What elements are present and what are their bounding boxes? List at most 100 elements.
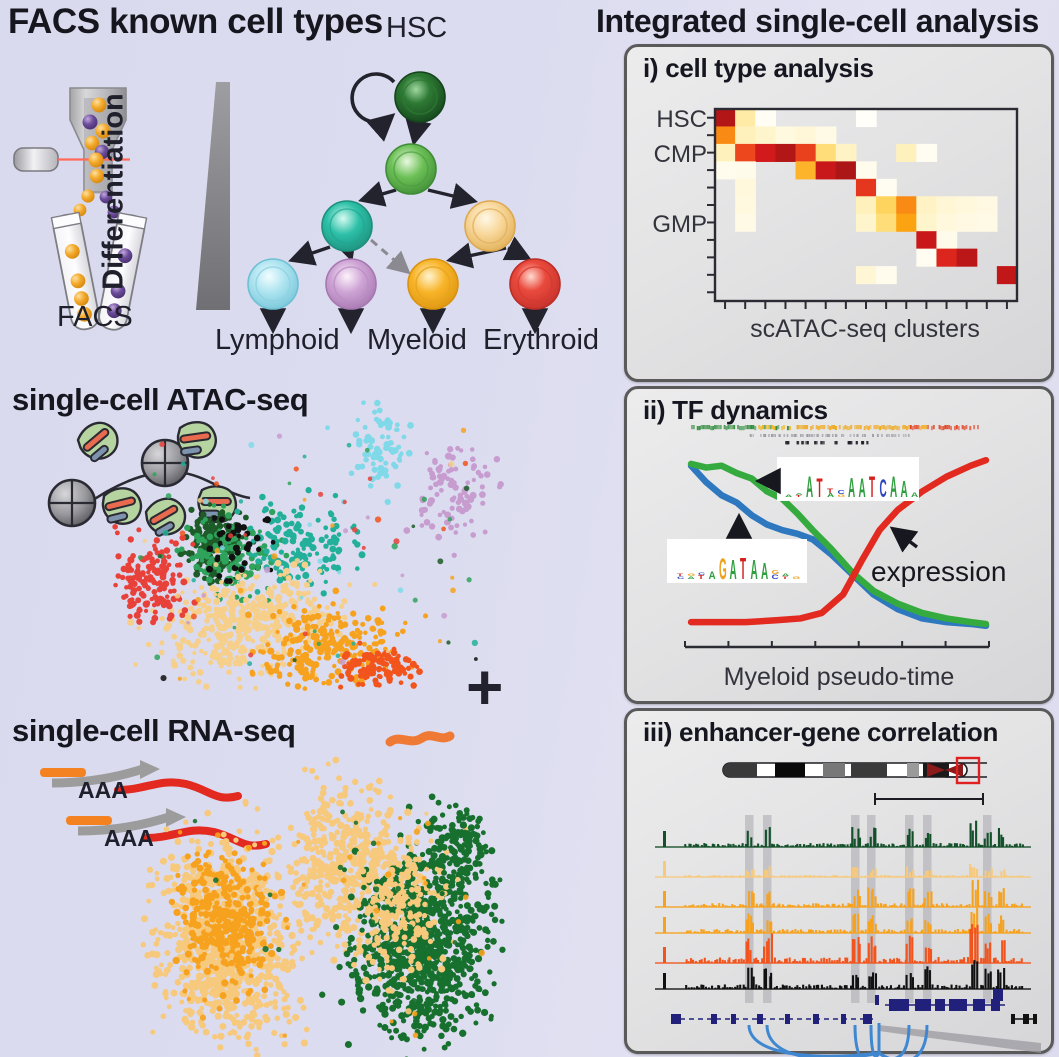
scatter-point [284,992,290,999]
scatter-point [248,1023,255,1030]
scatter-point [233,997,240,1004]
scatter-point [439,1016,447,1024]
scatter-point [448,884,453,889]
scatter-point [332,492,339,499]
pseudotime-cell-tick [781,426,784,431]
scatter-point [383,460,389,466]
scatter-point [397,838,404,845]
scatter-point [388,849,395,857]
scatter-point [499,918,505,924]
scatter-point [466,815,474,823]
scatter-point [222,1000,230,1008]
scatter-point [255,558,262,565]
scatter-point [199,1005,205,1011]
scatter-point [167,962,174,969]
scatter-point [190,942,197,949]
scatter-point [198,939,204,946]
scatter-point [453,466,459,472]
pseudotime-cell-tick [760,426,763,431]
scatter-point [459,880,465,886]
scatter-point [377,456,384,463]
scatter-point [332,913,338,919]
scatter-point [222,845,230,852]
heatmap-cell [855,109,877,128]
scatter-point [449,878,456,885]
scatter-point [350,924,358,932]
scatter-point [454,989,462,996]
scatter-point [407,912,414,920]
scatter-point [471,912,479,920]
scatter-point [205,529,211,534]
scatter-point [404,856,412,864]
pseudotime-cell-tick [886,425,889,430]
pseudotime-cell-tick [783,434,786,437]
scatter-point [375,777,383,785]
scatter-point [475,818,482,825]
motif-letter: A [859,474,866,503]
scatter-point [216,1005,223,1012]
scatter-point [365,784,373,792]
scatter-point [413,971,420,978]
pseudotime-cell-tick [861,434,864,437]
pseudotime-cell-tick [892,434,895,437]
scatter-point [181,913,188,920]
scatter-point [209,1007,216,1014]
scatter-point [162,931,170,939]
scatter-point [256,886,263,893]
scatter-point [266,930,273,937]
heatmap-cell [956,196,978,215]
scatter-point [261,875,268,882]
heatmap-cell [775,126,797,145]
scatter-point [303,556,309,562]
scatter-point [407,946,415,953]
scatter-point [499,946,506,953]
scatter-point [393,845,399,852]
pseudotime-cell-tick [725,426,728,431]
scatter-point [152,970,160,979]
scatter-point [411,1010,418,1017]
scatter-point [408,845,414,850]
scatter-point [216,568,222,574]
scatter-point [445,476,451,482]
scatter-point [252,979,260,987]
pseudotime-cell-tick [940,426,943,431]
scatter-point [222,891,229,897]
scatter-point [254,806,261,812]
scatter-point [401,940,407,946]
pseudotime-cell-tick [710,426,713,431]
pseudotime-cell-tick [915,425,918,430]
scatter-point [452,984,458,990]
pseudotime-cell-tick [961,425,964,430]
scatter-point [409,892,417,900]
scatter-point [248,906,255,913]
scatter-point [424,451,429,456]
scatter-point [464,951,472,959]
scatter-point [248,552,254,557]
scatter-point [268,847,276,856]
scatter-point [355,871,361,877]
scatter-point [167,853,176,861]
scatter-point [436,468,442,474]
scatter-point [218,871,224,876]
scatter-point [246,901,254,908]
scatter-point [458,903,464,909]
scatter-point [330,534,338,541]
scatter-point [427,999,434,1006]
scatter-point [230,1028,236,1035]
scatter-point [412,856,419,863]
scatter-point [467,906,475,914]
scatter-point [358,551,366,559]
scatter-point [399,451,404,456]
scatter-point [355,417,361,423]
scatter-point [212,542,218,549]
pseudotime-cell-tick [886,434,888,437]
scatter-point [431,905,439,913]
scatter-point [438,834,446,842]
motif-letter: T [827,487,834,495]
scatter-point [195,963,201,970]
scatter-point [464,933,471,940]
pseudotime-cell-tick [831,425,834,430]
scatter-point [361,832,368,838]
scatter-point [153,951,161,959]
